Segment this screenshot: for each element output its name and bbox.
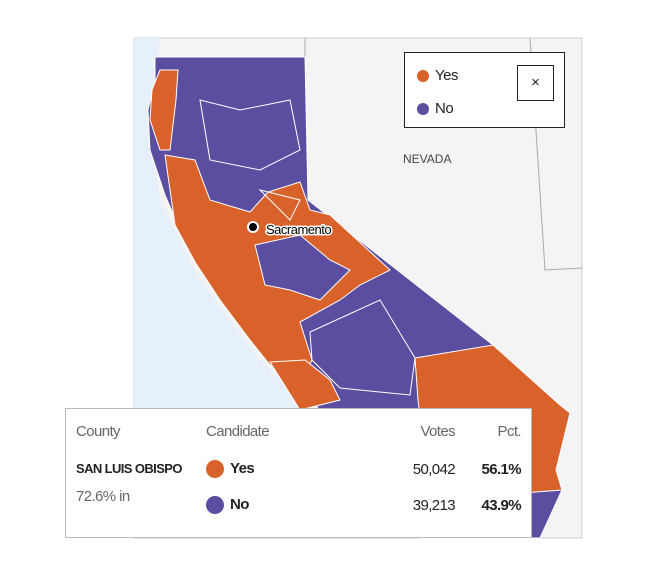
candidate-dot: [206, 496, 224, 515]
close-button[interactable]: ×: [517, 65, 554, 101]
pct: 56.1%: [481, 461, 521, 478]
header: Pct.: [497, 423, 522, 440]
candidate-name: Yes: [230, 460, 255, 477]
legend: Yes No ×: [404, 52, 565, 128]
legend-item: Yes: [417, 67, 458, 84]
state-label: NEVADA: [403, 152, 451, 166]
votes: 50,042: [412, 461, 456, 478]
legend-dot: [417, 69, 429, 82]
legend-dot: [417, 102, 429, 115]
header: Candidate: [206, 423, 270, 440]
legend-item: No: [417, 100, 454, 117]
header: Votes: [420, 423, 455, 440]
city-dot: [247, 221, 259, 233]
votes: 39,213: [412, 497, 456, 514]
county: [309, 299, 416, 396]
candidate-dot: [206, 460, 224, 479]
county: [254, 234, 351, 301]
county-name: SAN LUIS OBISPO: [76, 461, 182, 476]
tooltip: County Candidate Votes Pct. SAN LUIS OBI…: [65, 408, 532, 538]
header: County: [76, 423, 121, 440]
county-border: [199, 99, 301, 221]
legend-label: No: [435, 100, 454, 117]
reporting: 72.6% in: [76, 488, 130, 505]
candidate: No: [206, 496, 249, 515]
county: [269, 359, 341, 411]
pct: 43.9%: [481, 497, 521, 514]
candidate-name: No: [230, 496, 249, 513]
candidate: Yes: [206, 460, 255, 479]
city-label: Sacramento: [266, 222, 331, 237]
legend-label: Yes: [435, 67, 458, 84]
county: [149, 69, 179, 151]
